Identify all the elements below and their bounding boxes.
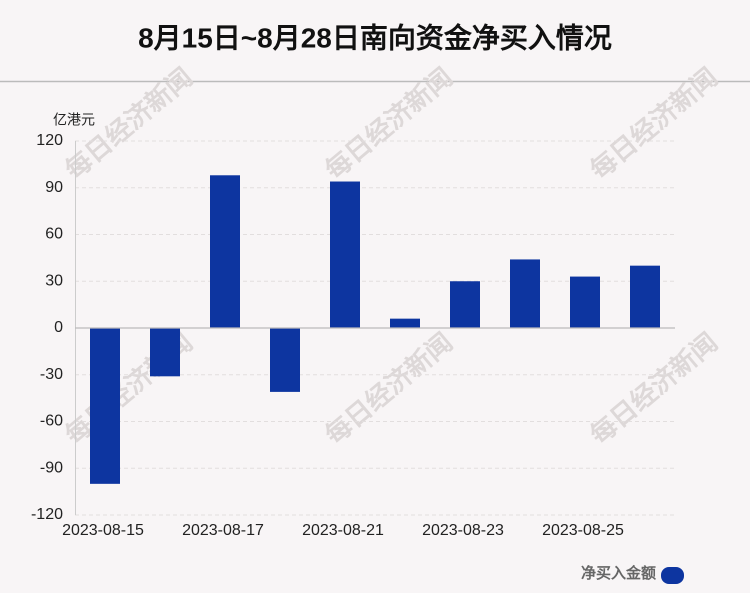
legend-swatch <box>661 567 684 584</box>
y-tick-label: -30 <box>40 366 63 383</box>
bar <box>330 181 360 328</box>
bar <box>270 328 300 392</box>
bar <box>210 175 240 328</box>
x-tick-label: 2023-08-25 <box>542 522 624 539</box>
y-tick-label: 60 <box>45 226 63 243</box>
x-tick-label: 2023-08-15 <box>62 522 144 539</box>
y-tick-label: -90 <box>40 459 63 476</box>
x-tick-label: 2023-08-23 <box>422 522 504 539</box>
x-tick-label: 2023-08-17 <box>182 522 264 539</box>
y-tick-label: -120 <box>31 506 63 523</box>
y-tick-label: 30 <box>45 272 63 289</box>
bar <box>90 328 120 484</box>
chart-title: 8月15日~8月28日南向资金净买入情况 <box>138 21 612 53</box>
bar <box>450 281 480 328</box>
bar <box>570 276 600 328</box>
bar <box>630 265 660 328</box>
y-axis-label: 亿港元 <box>53 112 95 128</box>
x-tick-label: 2023-08-21 <box>302 522 384 539</box>
y-tick-label: 0 <box>54 319 63 336</box>
bar <box>390 318 420 328</box>
legend-label: 净买入金额 <box>581 564 656 582</box>
y-tick-label: 90 <box>45 179 63 196</box>
bar <box>150 328 180 377</box>
y-tick-label: 120 <box>36 132 63 149</box>
y-tick-label: -60 <box>40 413 63 430</box>
bar <box>510 259 540 328</box>
